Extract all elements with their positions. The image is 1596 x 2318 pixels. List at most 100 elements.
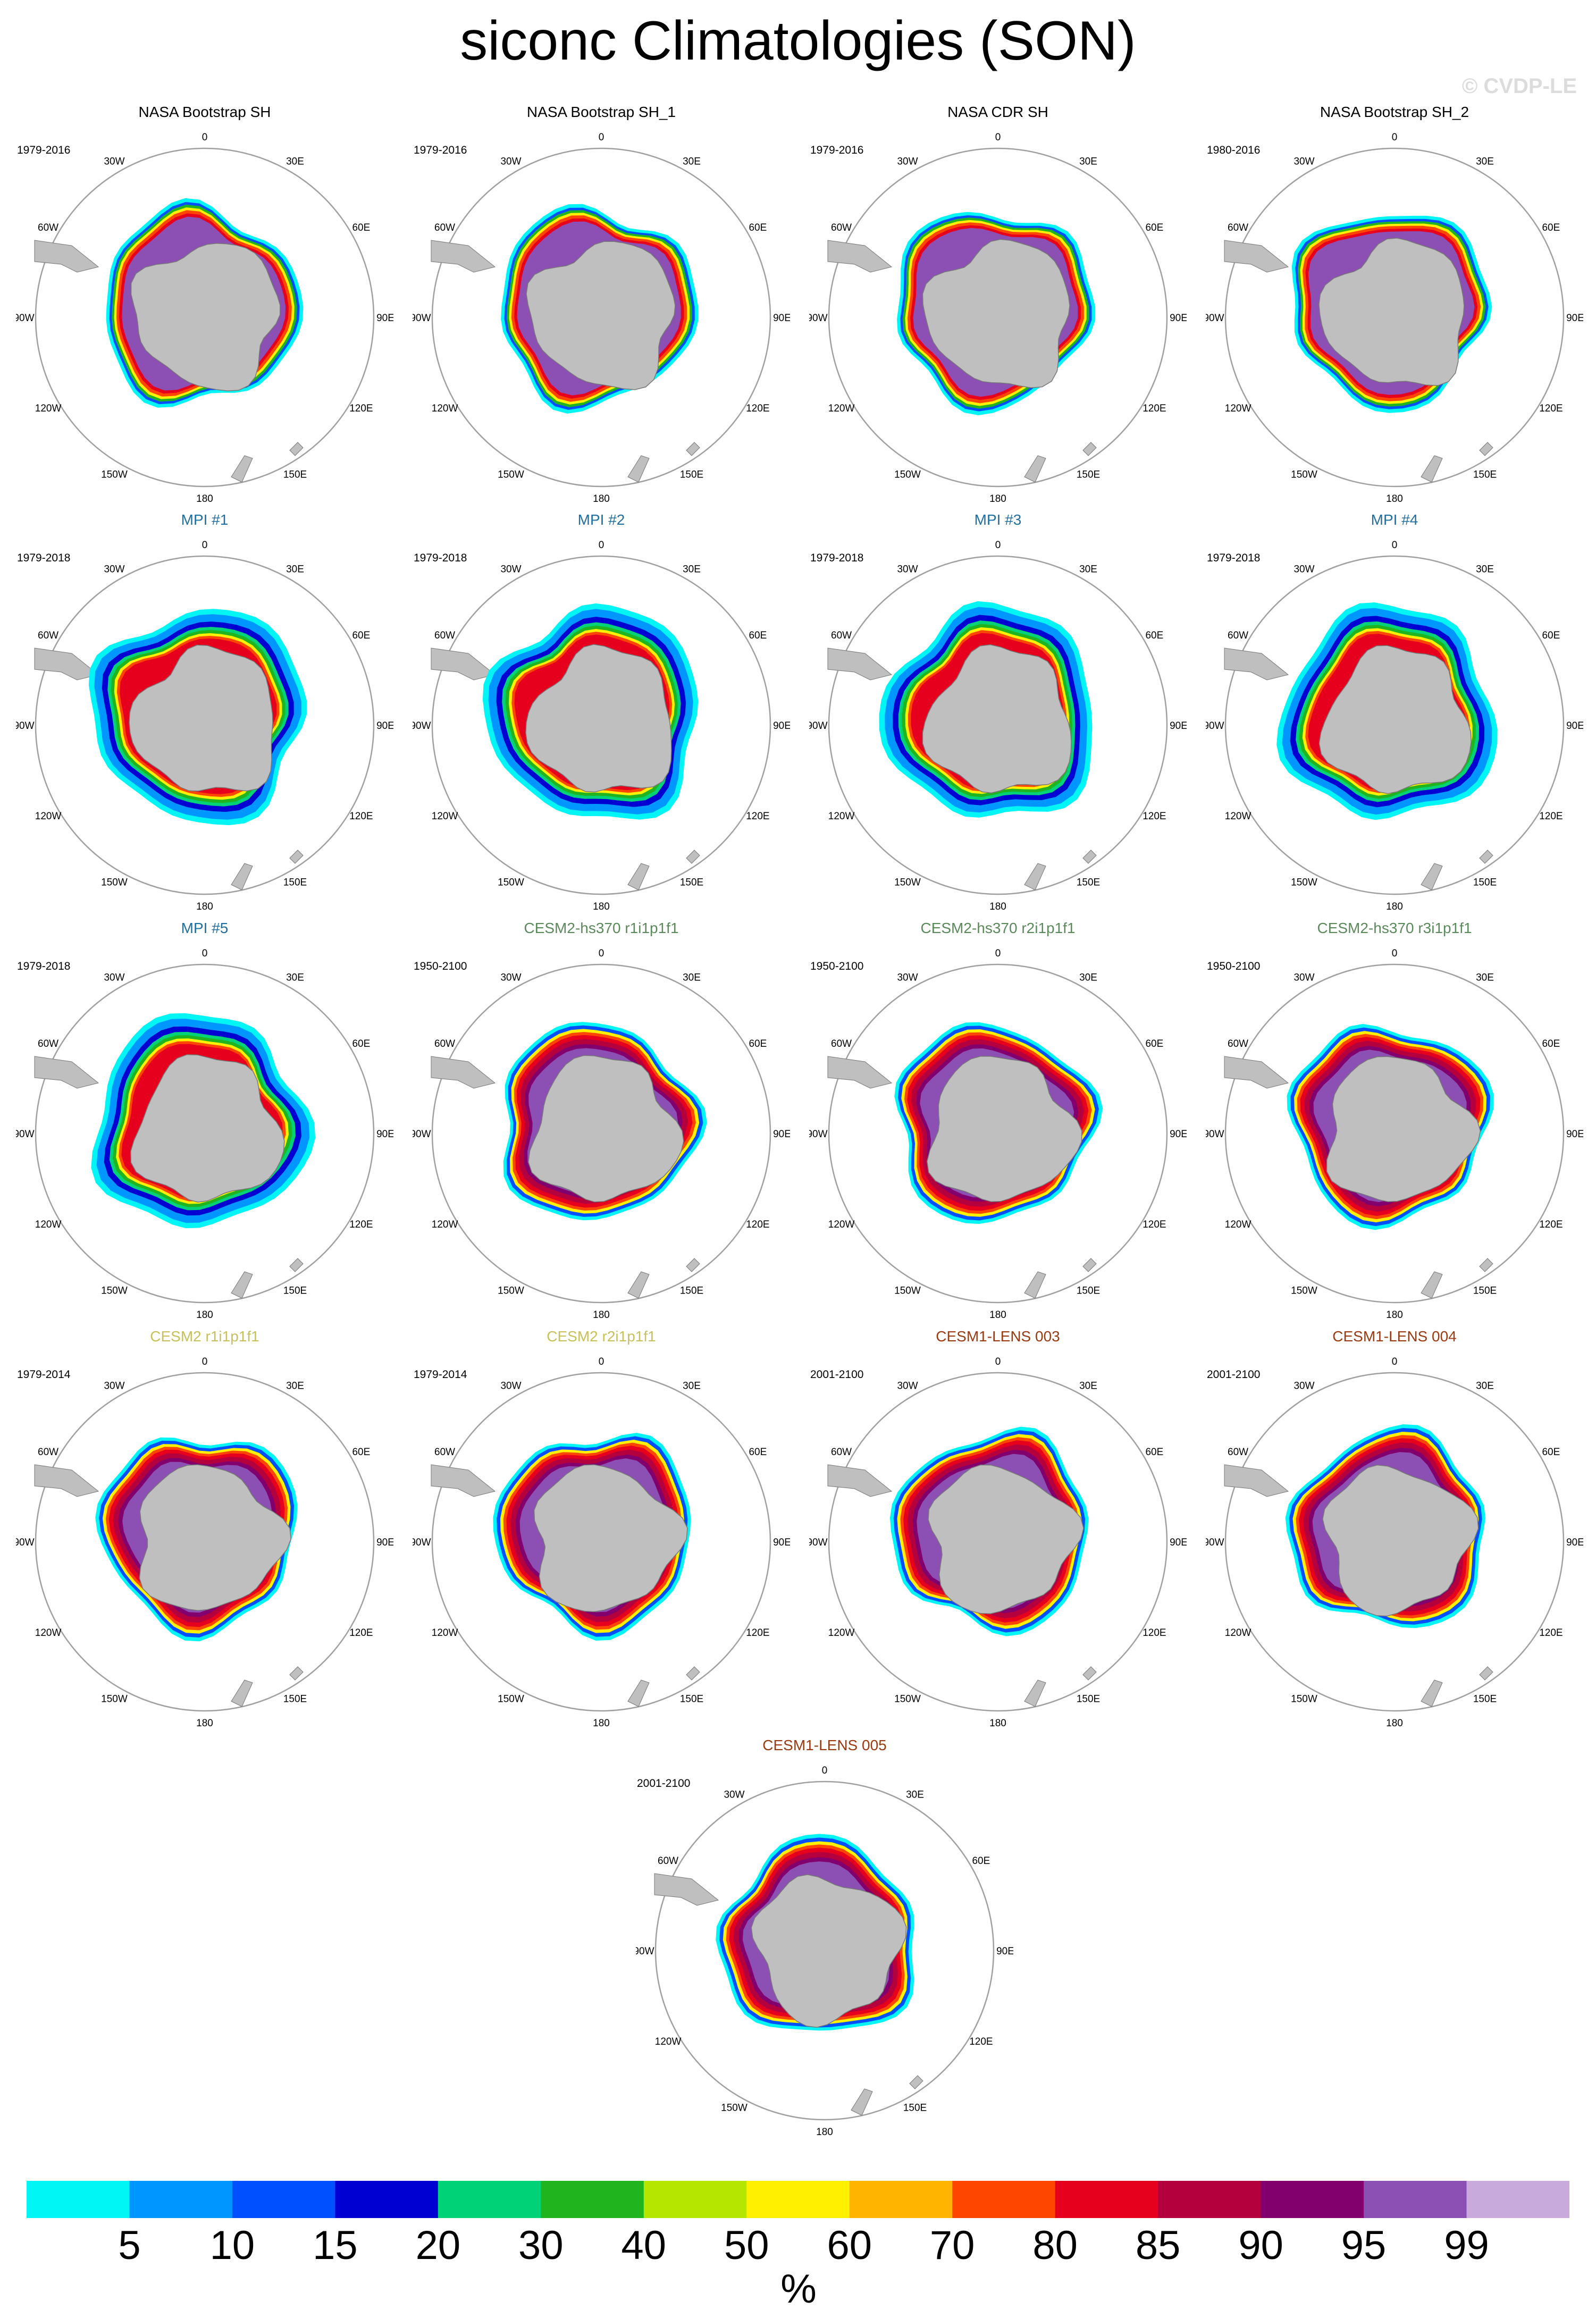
longitude-label: 60W (434, 1447, 455, 1458)
south-america-land (1224, 648, 1289, 681)
longitude-label: 120E (349, 403, 373, 414)
longitude-label: 120E (1143, 1219, 1166, 1230)
longitude-label: 30E (1476, 564, 1494, 575)
longitude-label: 180 (196, 493, 213, 505)
antarctica-land (922, 239, 1070, 389)
longitude-label: 60E (352, 1447, 370, 1458)
longitude-label: 120E (1143, 811, 1166, 822)
new-zealand-land (231, 1258, 304, 1299)
longitude-label: 120E (1539, 1627, 1563, 1639)
longitude-label: 60E (972, 1855, 990, 1867)
longitude-label: 60W (434, 1038, 455, 1049)
longitude-label: 30E (1079, 972, 1097, 984)
longitude-label: 0 (1392, 540, 1398, 551)
longitude-label: 60E (749, 1038, 767, 1049)
polar-map: 0 30E 60E 90E 120E 150E 180 150W 120W 90W 60W 30W (413, 132, 790, 505)
longitude-label: 30E (1079, 156, 1097, 167)
longitude-label: 150E (1077, 469, 1100, 480)
polar-map: 0 30E 60E 90E 120E 150E 180 150W 120W 90W 60W 30W (413, 1356, 790, 1729)
panel-title: MPI #3 (974, 511, 1022, 528)
colorbar-segment (1466, 2181, 1569, 2218)
longitude-label: 90E (376, 720, 393, 732)
colorbar-tick-label: 60 (827, 2223, 872, 2268)
map-panel: CESM1-LENS 005 2001-2100 0 30E 60E 90E 120E 150… (636, 1737, 1013, 2141)
new-zealand-land (1421, 1666, 1493, 1707)
antarctica-land (533, 1464, 688, 1612)
longitude-label: 60E (749, 630, 767, 641)
longitude-label: 60E (352, 222, 370, 233)
longitude-label: 60W (1228, 222, 1248, 233)
longitude-label: 150E (283, 1285, 307, 1296)
longitude-label: 180 (989, 493, 1006, 505)
panel-title: CESM2-hs370 r1i1p1f1 (524, 920, 679, 936)
longitude-label: 30W (897, 564, 918, 575)
longitude-label: 0 (599, 540, 604, 551)
longitude-label: 150E (1473, 1693, 1497, 1704)
panel-period: 1979-2018 (810, 552, 864, 564)
panel-period: 1980-2016 (1207, 144, 1261, 156)
panel-title: NASA CDR SH (947, 104, 1048, 120)
longitude-label: 120W (655, 2036, 682, 2047)
map-panel: MPI #5 1979-2018 0 30E 60E 90E 120E 150E 180 150W… (16, 920, 393, 1324)
new-zealand-land (1024, 442, 1097, 483)
longitude-label: 30W (1293, 156, 1314, 167)
longitude-label: 150E (1077, 877, 1100, 888)
longitude-label: 90W (413, 720, 431, 732)
map-panel: MPI #1 1979-2018 0 30E 60E 90E 120E 150E 180 150W… (16, 511, 393, 916)
longitude-label: 120E (1143, 1627, 1166, 1639)
longitude-label: 150W (101, 1285, 128, 1296)
longitude-label: 150E (680, 877, 703, 888)
longitude-label: 60W (831, 222, 852, 233)
antarctica-land (528, 1055, 684, 1203)
longitude-label: 120W (828, 1627, 855, 1639)
longitude-label: 0 (202, 948, 208, 959)
longitude-label: 30E (286, 156, 304, 167)
map-panel: NASA CDR SH 1979-2016 0 30E 60E 90E 120E 150E 18… (809, 104, 1187, 508)
longitude-label: 150W (101, 877, 128, 888)
longitude-label: 90W (413, 313, 431, 324)
longitude-label: 30E (1079, 564, 1097, 575)
longitude-label: 180 (989, 901, 1006, 912)
longitude-label: 120E (746, 403, 769, 414)
longitude-label: 0 (599, 948, 604, 959)
new-zealand-land (1421, 850, 1493, 891)
longitude-label: 30W (500, 156, 521, 167)
colorbar-tick-label: 85 (1135, 2223, 1181, 2268)
map-panel: NASA Bootstrap SH_2 1980-2016 0 30E 60E 90E 12… (1206, 104, 1583, 508)
longitude-label: 120E (1539, 1219, 1563, 1230)
longitude-label: 30E (683, 564, 701, 575)
longitude-label: 120W (35, 811, 62, 822)
longitude-label: 150W (1291, 1285, 1317, 1296)
panel-period: 1979-2014 (414, 1368, 467, 1381)
longitude-label: 60W (38, 222, 58, 233)
longitude-label: 30W (500, 972, 521, 984)
longitude-label: 120E (349, 1219, 373, 1230)
longitude-label: 30E (286, 972, 304, 984)
colorbar-segment (335, 2181, 439, 2218)
longitude-label: 60E (1145, 1038, 1163, 1049)
new-zealand-land (231, 1666, 304, 1707)
longitude-label: 30W (1293, 1381, 1314, 1392)
longitude-label: 30W (897, 1381, 918, 1392)
longitude-label: 90E (996, 1946, 1013, 1957)
panel-title: CESM1-LENS 004 (1332, 1328, 1457, 1345)
colorbar-tick-label: 95 (1341, 2223, 1387, 2268)
longitude-label: 0 (599, 1356, 604, 1367)
south-america-land (34, 648, 99, 681)
new-zealand-land (1024, 1258, 1097, 1299)
longitude-label: 180 (989, 1718, 1006, 1729)
polar-map: 0 30E 60E 90E 120E 150E 180 150W 120W 90W 60W 30W (809, 1356, 1187, 1729)
colorbar-tick-label: 10 (209, 2223, 255, 2268)
antarctica-land (129, 644, 273, 792)
watermark: © CVDP-LE (1461, 74, 1577, 98)
longitude-label: 0 (822, 1765, 828, 1776)
longitude-label: 30E (683, 156, 701, 167)
longitude-label: 30W (500, 1381, 521, 1392)
page-title: siconc Climatologies (SON) (460, 10, 1136, 72)
longitude-label: 60W (831, 1447, 852, 1458)
longitude-label: 30W (500, 564, 521, 575)
longitude-label: 150E (903, 2102, 927, 2113)
longitude-label: 120W (432, 1219, 458, 1230)
panel-title: MPI #4 (1371, 511, 1418, 528)
longitude-label: 180 (816, 2127, 833, 2138)
